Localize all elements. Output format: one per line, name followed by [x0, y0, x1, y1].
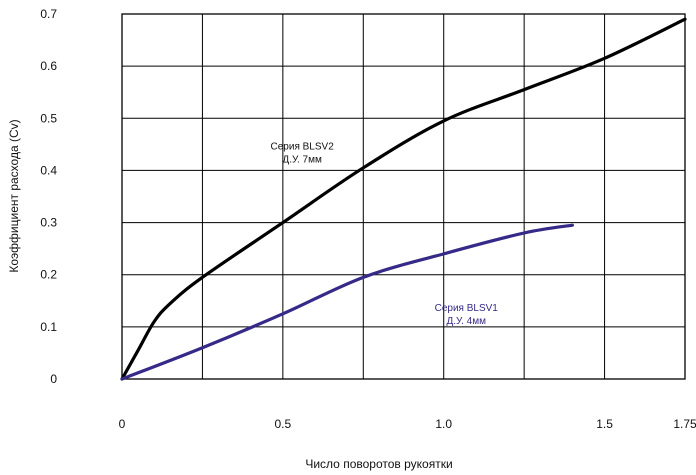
annotations: Серия BLSV2 Д.У. 7мм Серия BLSV1 Д.У. 4мм — [271, 142, 499, 328]
y-axis-title: Коэффициент расхода (Cv) — [7, 119, 21, 272]
y-tick-label: 0 — [50, 372, 57, 386]
series-line-1 — [120, 17, 687, 381]
y-tick-labels: 0 0.1 0.2 0.3 0.4 0.5 0.6 0.7 — [40, 7, 57, 386]
x-tick-label: 0 — [119, 417, 126, 431]
plot-frame — [121, 13, 686, 380]
x-tick-labels: 0 0.5 1.0 1.5 1.75 — [119, 417, 696, 431]
annotation-2-line-2: Д.У. 4мм — [447, 316, 487, 327]
x-tick-label: 0.5 — [275, 417, 292, 431]
x-tick-label: 1.5 — [596, 417, 613, 431]
annotation-2-line-1: Серия BLSV1 — [435, 303, 499, 314]
x-tick-label: 1.0 — [435, 417, 452, 431]
y-tick-label: 0.2 — [40, 268, 57, 282]
y-tick-label: 0.1 — [40, 320, 57, 334]
series-line-2 — [120, 223, 574, 381]
y-tick-label: 0.7 — [40, 7, 57, 21]
annotation-1-line-1: Серия BLSV2 — [271, 142, 335, 153]
series-lines — [120, 17, 687, 381]
y-tick-label: 0.4 — [40, 163, 57, 177]
y-tick-label: 0.5 — [40, 111, 57, 125]
y-tick-label: 0.6 — [40, 59, 57, 73]
annotation-1-line-2: Д.У. 7мм — [282, 155, 322, 166]
grid — [121, 13, 686, 380]
y-tick-label: 0.3 — [40, 216, 57, 230]
x-axis-title: Число поворотов рукоятки — [305, 457, 452, 471]
x-tick-label: 1.75 — [673, 417, 696, 431]
